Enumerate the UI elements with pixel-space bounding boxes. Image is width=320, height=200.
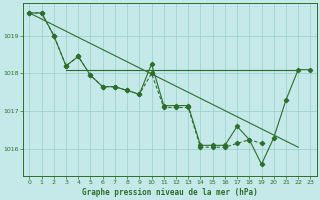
X-axis label: Graphe pression niveau de la mer (hPa): Graphe pression niveau de la mer (hPa) bbox=[82, 188, 258, 197]
